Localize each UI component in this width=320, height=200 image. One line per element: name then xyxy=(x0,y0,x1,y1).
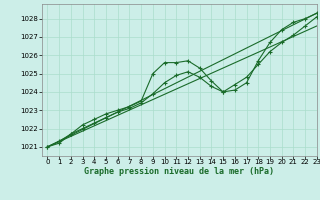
X-axis label: Graphe pression niveau de la mer (hPa): Graphe pression niveau de la mer (hPa) xyxy=(84,167,274,176)
